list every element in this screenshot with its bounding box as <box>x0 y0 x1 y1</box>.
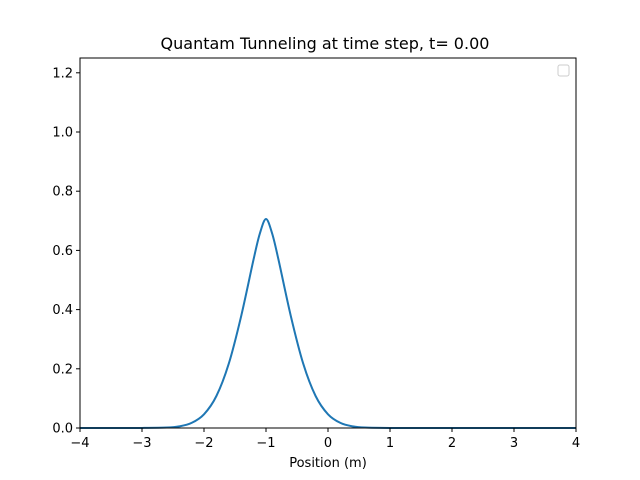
y-axis-ticks: 0.0 0.2 0.4 0.6 0.8 1.0 1.2 <box>52 66 80 437</box>
x-tick-label: 0 <box>324 436 332 451</box>
y-tick-label: 1.0 <box>52 126 73 141</box>
x-tick-label: −3 <box>132 436 151 451</box>
chart-title: Quantam Tunneling at time step, t= 0.00 <box>161 34 490 53</box>
y-tick-label: 1.2 <box>52 66 73 81</box>
x-axis-title: Position (m) <box>289 456 367 471</box>
plot-area: −4 −3 −2 −1 0 1 2 3 4 0.0 0.2 0.4 0.6 0.8 1.0 1.2 <box>52 57 580 451</box>
x-tick-label: −2 <box>194 436 213 451</box>
x-tick-label: −4 <box>70 436 89 451</box>
x-tick-label: 1 <box>386 436 394 451</box>
legend-box <box>557 64 570 77</box>
y-tick-label: 0.0 <box>52 422 73 437</box>
x-tick-label: 3 <box>510 436 518 451</box>
x-tick-label: −1 <box>256 436 275 451</box>
y-tick-label: 0.8 <box>52 185 73 200</box>
x-axis-ticks: −4 −3 −2 −1 0 1 2 3 4 <box>70 428 580 451</box>
x-tick-label: 4 <box>572 436 580 451</box>
y-tick-label: 0.6 <box>52 244 73 259</box>
x-tick-label: 2 <box>448 436 456 451</box>
y-tick-label: 0.4 <box>52 303 73 318</box>
y-tick-label: 0.2 <box>52 362 73 377</box>
